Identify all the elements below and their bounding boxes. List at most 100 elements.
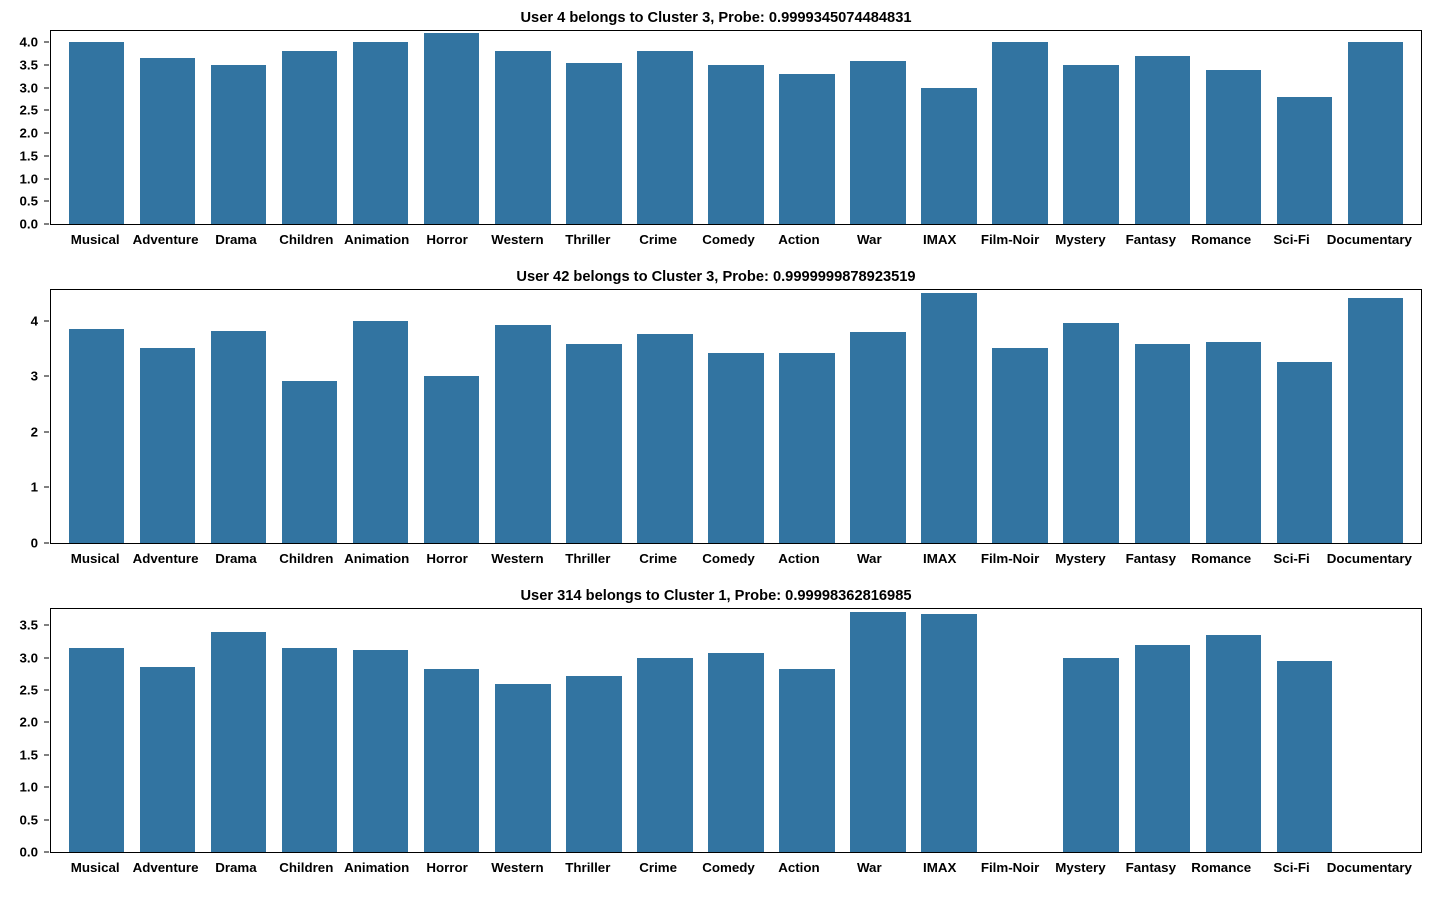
x-label-slot: Documentary: [1327, 231, 1412, 249]
bar: [566, 344, 621, 543]
y-tick-label: 4: [31, 313, 38, 328]
bar: [1135, 645, 1190, 852]
x-tick-label: War: [857, 551, 882, 566]
y-tick-mark: [44, 110, 49, 111]
bar: [637, 658, 692, 852]
bar-slot: [985, 31, 1056, 224]
bar-slot: [629, 31, 700, 224]
bar: [566, 63, 621, 224]
bar-slot: [1269, 609, 1340, 852]
bar-slot: [914, 290, 985, 543]
bar-slot: [700, 31, 771, 224]
bar-slot: [1340, 609, 1411, 852]
bar: [992, 348, 1047, 543]
x-label-slot: Adventure: [130, 550, 200, 568]
bar: [211, 65, 266, 224]
x-tick-label: Western: [491, 551, 543, 566]
bar: [1206, 342, 1261, 543]
y-tick-label: 2.5: [19, 103, 38, 118]
x-tick-label: Action: [778, 860, 819, 875]
bar-slot: [1056, 31, 1127, 224]
bar: [850, 61, 905, 224]
y-tick: 4: [11, 313, 49, 328]
y-axis: 01234: [11, 290, 49, 543]
bar-slot: [771, 31, 842, 224]
bar: [495, 51, 550, 224]
y-tick-mark: [44, 625, 49, 626]
bar: [69, 648, 124, 852]
x-tick-label: Animation: [344, 232, 409, 247]
x-tick-label: Musical: [71, 551, 120, 566]
bar: [779, 353, 834, 543]
y-tick-label: 0.5: [19, 812, 38, 827]
x-tick-label: War: [857, 232, 882, 247]
bars-row: [51, 31, 1421, 224]
x-tick-label: Fantasy: [1126, 860, 1176, 875]
y-tick-mark: [44, 787, 49, 788]
x-label-slot: Action: [764, 550, 834, 568]
x-tick-label: Fantasy: [1126, 232, 1176, 247]
bar: [282, 648, 337, 852]
x-label-slot: Fantasy: [1116, 231, 1186, 249]
bar: [424, 376, 479, 543]
bar: [140, 58, 195, 224]
subplot-2: User 314 belongs to Cluster 1, Probe: 0.…: [10, 588, 1422, 877]
x-axis: MusicalAdventureDramaChildrenAnimationHo…: [50, 231, 1422, 249]
x-tick-label: Documentary: [1327, 860, 1412, 875]
y-tick-label: 3.5: [19, 618, 38, 633]
x-tick-label: Musical: [71, 860, 120, 875]
y-tick-mark: [44, 722, 49, 723]
bar: [1206, 635, 1261, 852]
x-tick-label: Sci-Fi: [1273, 860, 1309, 875]
bar: [921, 88, 976, 224]
bar-slot: [558, 290, 629, 543]
y-tick: 2.0: [11, 715, 49, 730]
bar-slot: [203, 609, 274, 852]
bar: [1135, 56, 1190, 224]
y-tick-label: 0.0: [19, 845, 38, 860]
y-tick-mark: [44, 487, 49, 488]
y-tick-label: 3: [31, 369, 38, 384]
x-tick-label: Drama: [215, 232, 257, 247]
bar-slot: [345, 609, 416, 852]
x-axis: MusicalAdventureDramaChildrenAnimationHo…: [50, 550, 1422, 568]
bar: [850, 332, 905, 543]
x-label-slot: Film-Noir: [975, 231, 1045, 249]
bar-slot: [274, 290, 345, 543]
y-tick: 1.5: [11, 148, 49, 163]
bar-slot: [132, 609, 203, 852]
y-tick-mark: [44, 201, 49, 202]
bar: [282, 381, 337, 543]
x-tick-label: Romance: [1191, 232, 1251, 247]
x-label-slot: Western: [482, 231, 552, 249]
x-tick-label: Sci-Fi: [1273, 551, 1309, 566]
y-tick-label: 0: [31, 536, 38, 551]
bar: [1063, 65, 1118, 224]
bar: [1206, 70, 1261, 224]
x-tick-label: Children: [279, 232, 333, 247]
y-tick: 3: [11, 369, 49, 384]
bar-slot: [771, 609, 842, 852]
bar-slot: [700, 609, 771, 852]
x-label-slot: Thriller: [553, 231, 623, 249]
y-tick-label: 2: [31, 424, 38, 439]
x-tick-label: Children: [279, 860, 333, 875]
x-label-slot: Children: [271, 231, 341, 249]
bar: [708, 353, 763, 543]
x-label-slot: Animation: [342, 231, 412, 249]
y-tick-label: 3.0: [19, 80, 38, 95]
x-tick-label: Horror: [426, 860, 467, 875]
bar-slot: [1127, 609, 1198, 852]
bar: [779, 669, 834, 852]
y-tick: 2.0: [11, 126, 49, 141]
x-tick-label: Thriller: [565, 860, 610, 875]
bar: [1277, 97, 1332, 224]
x-label-slot: Comedy: [693, 550, 763, 568]
y-tick-mark: [44, 178, 49, 179]
x-tick-label: Animation: [344, 860, 409, 875]
bar-slot: [843, 290, 914, 543]
y-tick-label: 3.0: [19, 650, 38, 665]
x-tick-label: Adventure: [133, 232, 199, 247]
bar-slot: [843, 31, 914, 224]
bar: [495, 325, 550, 543]
